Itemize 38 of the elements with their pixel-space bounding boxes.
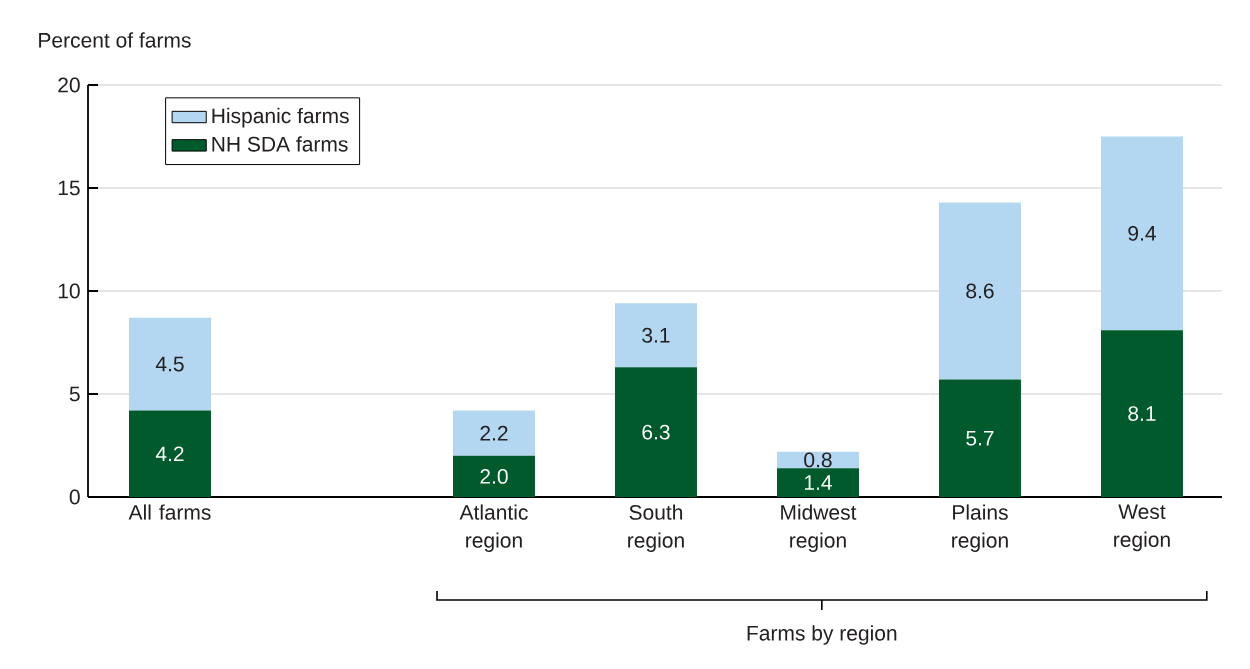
x-tick-label: West region	[1114, 504, 1170, 552]
bar	[776, 468, 859, 497]
data-label: 1.4	[804, 475, 832, 490]
bar	[452, 410, 535, 456]
data-label: 5.7	[966, 430, 994, 446]
bar	[614, 367, 697, 497]
bar	[128, 410, 211, 497]
data-label: 6.3	[642, 424, 670, 440]
data-label: 3.1	[642, 327, 670, 343]
y-tick-label: 20	[58, 77, 80, 93]
bar	[1100, 136, 1183, 331]
y-axis-title: Percent of farms	[39, 32, 191, 48]
x-tick-label: Plains region	[952, 504, 1008, 552]
legend-label: Hispanic farms	[212, 107, 349, 128]
y-tick-label: 10	[58, 283, 80, 299]
data-label: 9.4	[1128, 225, 1156, 241]
x-tick-label: All farms	[128, 504, 211, 520]
x-tick-label: South region	[628, 504, 684, 552]
y-tick-label: 15	[58, 180, 80, 196]
data-label: 2.2	[480, 425, 508, 441]
data-label: 4.5	[155, 356, 184, 372]
bar	[1100, 330, 1183, 497]
bar	[938, 202, 1021, 380]
data-label: 2.0	[480, 468, 508, 484]
bar	[128, 317, 211, 411]
x-axis-title: Farms by region	[747, 625, 897, 645]
data-label: 0.8	[804, 452, 832, 468]
data-label: 8.1	[1128, 406, 1156, 421]
y-tick-label: 5	[69, 386, 80, 402]
bar	[614, 303, 697, 368]
x-tick-label: Atlantic region	[459, 504, 528, 552]
bar	[938, 379, 1021, 497]
x-tick-label: Midwest region	[781, 504, 857, 552]
bar	[452, 455, 535, 497]
y-tick-label: 0	[69, 489, 80, 505]
legend-label: NH SDA farms	[212, 136, 348, 152]
data-label: 8.6	[966, 283, 994, 299]
data-label: 4.2	[155, 446, 184, 462]
